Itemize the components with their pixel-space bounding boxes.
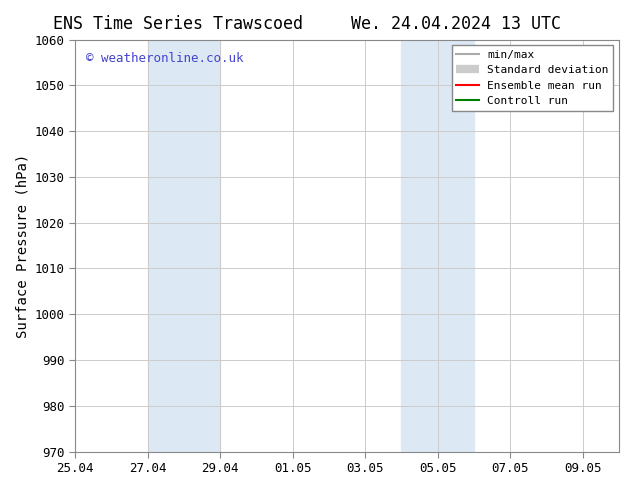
Text: We. 24.04.2024 13 UTC: We. 24.04.2024 13 UTC	[351, 15, 562, 33]
Text: © weatheronline.co.uk: © weatheronline.co.uk	[86, 52, 243, 65]
Bar	[401, 40, 474, 452]
Legend: min/max, Standard deviation, Ensemble mean run, Controll run: min/max, Standard deviation, Ensemble me…	[452, 45, 614, 111]
Text: ENS Time Series Trawscoed: ENS Time Series Trawscoed	[53, 15, 302, 33]
Y-axis label: Surface Pressure (hPa): Surface Pressure (hPa)	[15, 153, 29, 338]
Bar	[148, 40, 220, 452]
